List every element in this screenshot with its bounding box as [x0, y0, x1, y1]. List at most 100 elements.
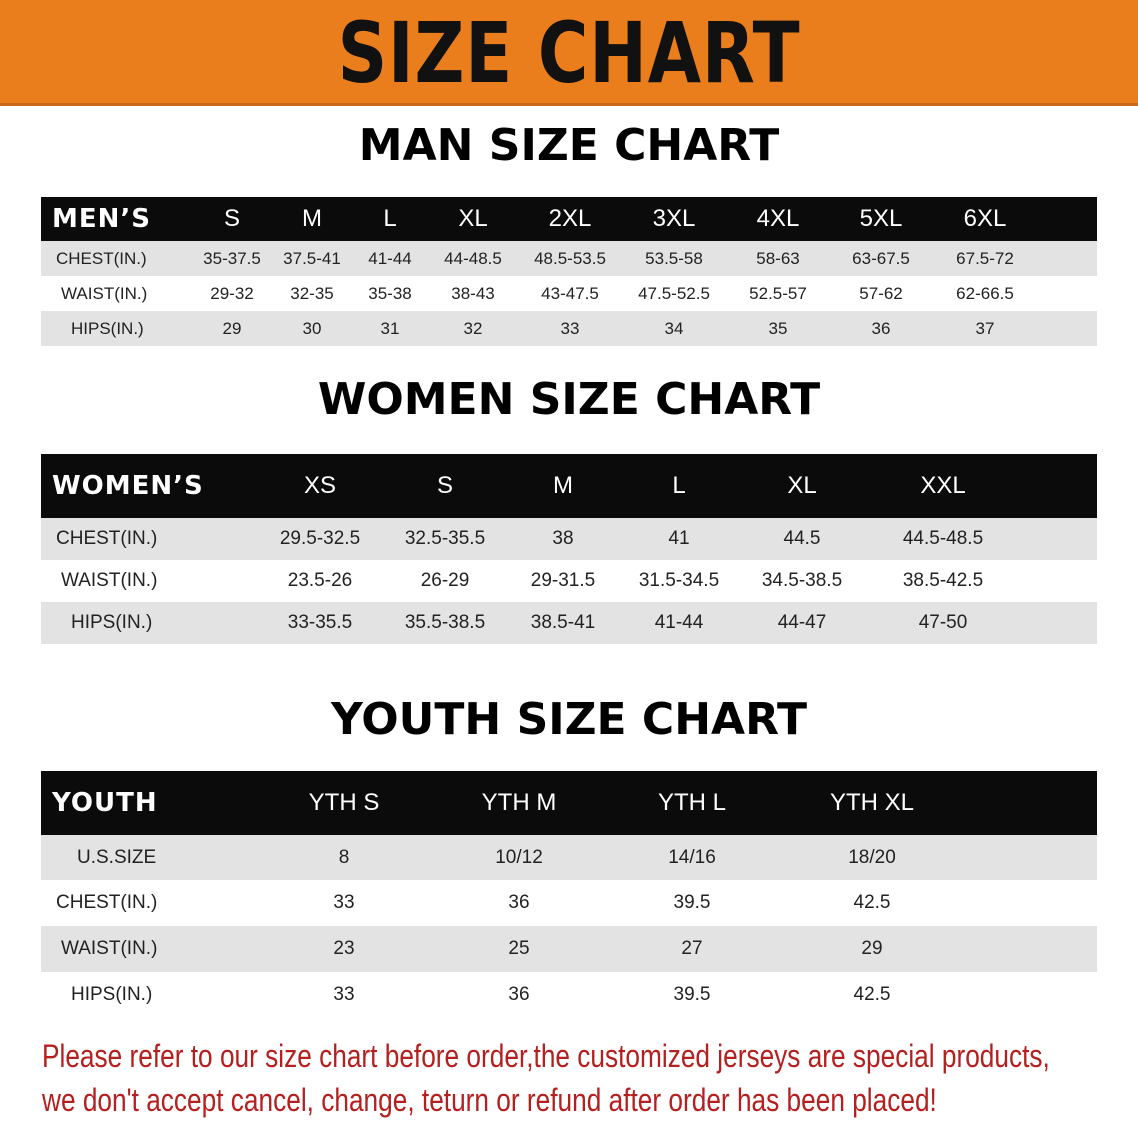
table-cell: 33 [333, 892, 355, 913]
table-cell: 31 [380, 319, 400, 338]
table-cell: 36 [871, 319, 891, 338]
size-column-header: S [223, 205, 241, 232]
table-row: WAIST(IN.) 23.5-26 26-29 29-31.5 31.5-34.5 34… [41, 560, 1097, 602]
table-cell: 23.5-26 [287, 570, 353, 591]
table-cell: 53.5-58 [645, 249, 703, 268]
table-cell: 57-62 [859, 284, 903, 303]
table-cell: 35-38 [368, 284, 412, 303]
table-cell: 33 [560, 319, 580, 338]
table-row: CHEST(IN.) 35-37.5 37.5-41 41-44 44-48.5 48.5… [41, 241, 1097, 276]
table-cell: 33-35.5 [287, 612, 353, 633]
row-label: CHEST(IN.) [56, 528, 158, 549]
table-cell: 38.5-42.5 [902, 570, 984, 591]
table-cell: 29-31.5 [530, 570, 596, 591]
table-cell: 41 [668, 528, 690, 549]
size-column-header: 6XL [963, 205, 1007, 232]
row-label: WAIST(IN.) [61, 284, 148, 303]
table-cell: 39.5 [673, 984, 711, 1005]
table-cell: 62-66.5 [956, 284, 1014, 303]
size-column-header: XL [787, 472, 817, 499]
table-cell: 58-63 [756, 249, 800, 268]
table-cell: 27 [681, 938, 703, 959]
table-cell: 38 [552, 528, 574, 549]
row-label: CHEST(IN.) [56, 892, 158, 913]
row-label: CHEST(IN.) [56, 249, 147, 268]
table-cell: 36 [508, 892, 530, 913]
women-header-row: WOMEN’S XS S M L XL XXL [41, 454, 1097, 518]
table-cell: 43-47.5 [541, 284, 599, 303]
table-cell: 32-35 [290, 284, 334, 303]
table-row: U.S.SIZE 8 10/12 14/16 18/20 [41, 835, 1097, 880]
size-chart-banner: SIZE CHART [0, 0, 1138, 106]
women-header-label: WOMEN’S [52, 471, 204, 501]
table-cell: 25 [508, 938, 530, 959]
table-cell: 44-47 [777, 612, 827, 633]
table-cell: 52.5-57 [749, 284, 807, 303]
table-cell: 32 [463, 319, 483, 338]
table-cell: 48.5-53.5 [534, 249, 606, 268]
table-cell: 37.5-41 [283, 249, 341, 268]
table-cell: 38.5-41 [530, 612, 596, 633]
notice-line-2: we don't accept cancel, change, teturn o… [42, 1082, 937, 1118]
table-cell: 34.5-38.5 [761, 570, 843, 591]
table-cell: 35.5-38.5 [404, 612, 486, 633]
men-section-title: MAN SIZE CHART [358, 120, 780, 171]
table-row: HIPS(IN.) 29 30 31 32 33 34 35 36 37 [41, 311, 1097, 346]
size-column-header: L [672, 472, 686, 499]
table-cell: 47-50 [918, 612, 968, 633]
table-cell: 63-67.5 [852, 249, 910, 268]
table-cell: 42.5 [853, 984, 891, 1005]
table-row: CHEST(IN.) 29.5-32.5 32.5-35.5 38 41 44.5 44.5… [41, 518, 1097, 560]
size-column-header: XXL [920, 472, 966, 499]
size-column-header: M [302, 205, 322, 232]
table-row: HIPS(IN.) 33-35.5 35.5-38.5 38.5-41 41-44 44-… [41, 602, 1097, 644]
table-cell: 30 [302, 319, 322, 338]
size-column-header: L [383, 205, 397, 232]
size-column-header: YTH S [308, 789, 380, 816]
table-row: HIPS(IN.) 33 36 39.5 42.5 [41, 972, 1097, 1017]
table-cell: 44.5-48.5 [902, 528, 984, 549]
row-label: HIPS(IN.) [71, 984, 153, 1005]
table-cell: 29 [861, 938, 883, 959]
women-section-title: WOMEN SIZE CHART [317, 374, 821, 425]
table-cell: 42.5 [853, 892, 891, 913]
table-cell: 26-29 [420, 570, 470, 591]
table-cell: 47.5-52.5 [638, 284, 710, 303]
size-column-header: 4XL [756, 205, 800, 232]
row-label: WAIST(IN.) [61, 570, 158, 591]
size-column-header: 5XL [859, 205, 903, 232]
table-cell: 34 [664, 319, 684, 338]
table-cell: 33 [333, 984, 355, 1005]
table-cell: 31.5-34.5 [638, 570, 720, 591]
row-label: U.S.SIZE [77, 847, 157, 868]
youth-header-label: YOUTH [52, 788, 158, 818]
table-cell: 39.5 [673, 892, 711, 913]
youth-size-table: YOUTH YTH S YTH M YTH L YTH XL U.S.SIZE 8 10/12… [41, 771, 1097, 1017]
men-header-row: MEN’S S M L XL 2XL 3XL 4XL 5XL 6XL [41, 197, 1097, 241]
table-cell: 8 [338, 847, 350, 868]
table-cell: 37 [975, 319, 995, 338]
youth-section-title: YOUTH SIZE CHART [330, 694, 807, 745]
table-row: WAIST(IN.) 23 25 27 29 [41, 926, 1097, 972]
table-cell: 29.5-32.5 [279, 528, 361, 549]
table-cell: 32.5-35.5 [404, 528, 486, 549]
size-column-header: S [436, 472, 454, 499]
size-column-header: XL [458, 205, 488, 232]
table-row: CHEST(IN.) 33 36 39.5 42.5 [41, 880, 1097, 926]
size-column-header: XS [303, 472, 337, 499]
size-column-header: YTH XL [829, 789, 915, 816]
table-row: WAIST(IN.) 29-32 32-35 35-38 38-43 43-47.5 47.… [41, 276, 1097, 311]
women-size-table: WOMEN’S XS S M L XL XXL CHEST(IN.) 29.5-32.5 32.5… [41, 454, 1097, 644]
row-label: HIPS(IN.) [71, 612, 153, 633]
notice-line-1: Please refer to our size chart before or… [42, 1038, 1050, 1074]
table-cell: 14/16 [668, 847, 716, 868]
youth-header-row: YOUTH YTH S YTH M YTH L YTH XL [41, 771, 1097, 835]
table-cell: 35 [768, 319, 788, 338]
size-column-header: YTH L [657, 789, 727, 816]
table-cell: 18/20 [848, 847, 896, 868]
table-cell: 10/12 [495, 847, 543, 868]
size-column-header: 3XL [652, 205, 696, 232]
banner-title: SIZE CHART [337, 4, 801, 102]
size-column-header: 2XL [548, 205, 592, 232]
table-cell: 23 [333, 938, 355, 959]
